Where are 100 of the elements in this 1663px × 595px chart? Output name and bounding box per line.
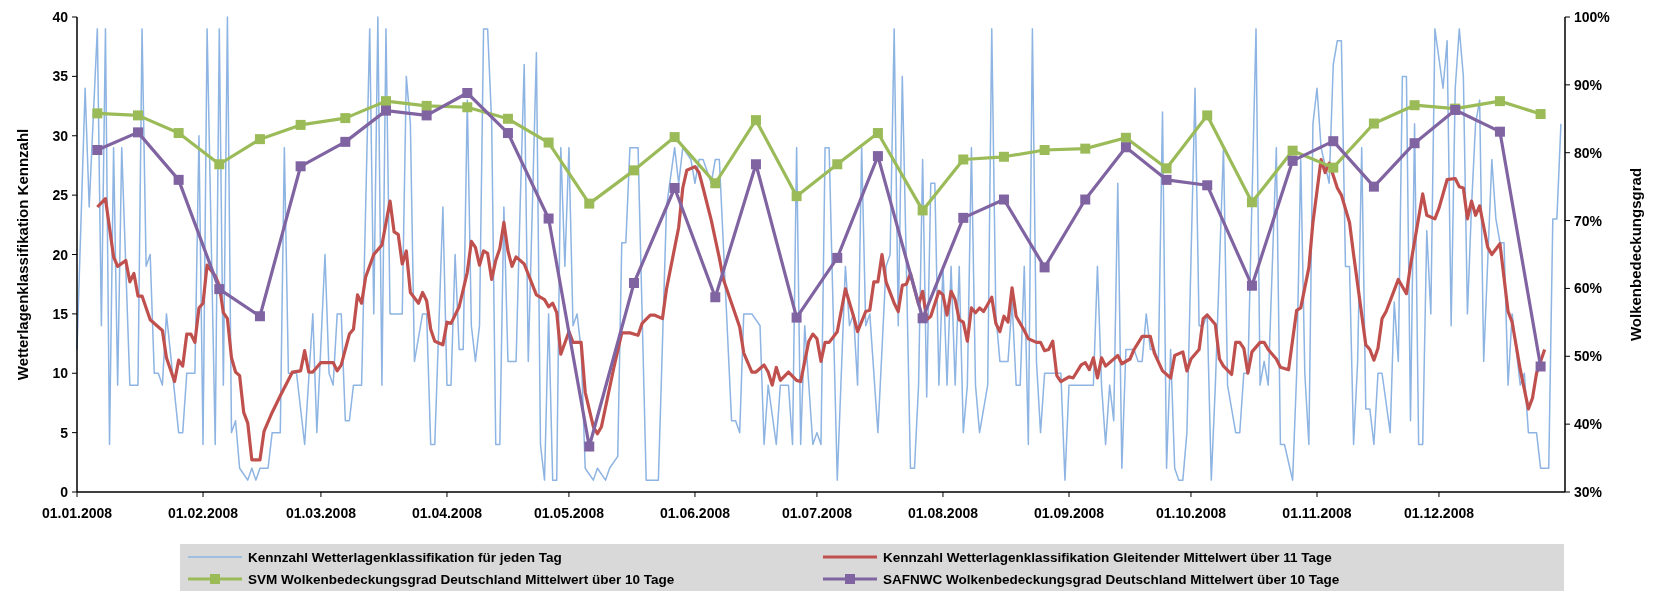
point	[1328, 136, 1339, 147]
point	[543, 213, 554, 224]
point	[998, 151, 1009, 162]
point	[1120, 142, 1131, 153]
point	[872, 128, 883, 139]
point	[421, 110, 432, 121]
point	[462, 102, 473, 113]
y2-tick-label: 50%	[1574, 348, 1603, 365]
point	[1202, 110, 1213, 121]
point	[132, 110, 143, 121]
point	[1080, 194, 1091, 205]
y-tick-label: 40	[52, 9, 69, 25]
point	[1287, 145, 1298, 156]
point	[1328, 162, 1339, 173]
y-tick-label: 35	[52, 68, 69, 85]
x-tick-label: 01.03.2008	[285, 505, 357, 521]
point	[132, 127, 143, 138]
y-tick-label: 25	[52, 187, 69, 204]
point	[832, 252, 843, 263]
y2-tick-label: 40%	[1574, 416, 1603, 433]
point	[340, 113, 351, 124]
x-tick-label: 01.09.2008	[1033, 505, 1105, 521]
point	[917, 205, 928, 216]
point	[791, 191, 802, 202]
point	[340, 136, 351, 147]
point	[1039, 262, 1050, 273]
point	[1368, 118, 1379, 129]
point	[1202, 180, 1213, 191]
point	[214, 284, 225, 295]
point	[832, 159, 843, 170]
point	[295, 161, 306, 172]
point	[1246, 197, 1257, 208]
line-series	[76, 16, 1562, 481]
point	[669, 132, 680, 143]
point	[254, 134, 265, 145]
y2-axis-title: Wolkenbedeckungsgrad	[1627, 167, 1644, 342]
point	[958, 212, 969, 223]
point	[1287, 155, 1298, 166]
point	[710, 292, 721, 303]
x-tick-label: 01.10.2008	[1155, 505, 1227, 521]
x-tick-label: 01.05.2008	[533, 505, 605, 521]
point	[380, 96, 391, 107]
point	[1409, 100, 1420, 111]
point	[791, 312, 802, 323]
point	[1161, 163, 1172, 174]
point	[173, 174, 184, 185]
x-tick-label: 01.08.2008	[907, 505, 979, 521]
point	[1080, 143, 1091, 154]
point	[917, 313, 928, 324]
x-tick-label: 01.01.2008	[41, 505, 113, 521]
point	[1246, 280, 1257, 291]
x-tick-label: 01.06.2008	[659, 505, 731, 521]
point	[214, 159, 225, 170]
point	[1368, 181, 1379, 192]
point	[958, 154, 969, 165]
x-tick-label: 01.12.2008	[1403, 505, 1475, 521]
x-tick-label: 01.02.2008	[167, 505, 239, 521]
point	[295, 119, 306, 130]
point	[173, 128, 184, 139]
point	[380, 105, 391, 116]
point	[92, 145, 103, 155]
legend-label: SVM Wolkenbedeckungsgrad Deutschland Mittelwert über 10 Tage	[248, 572, 675, 587]
y2-tick-label: 60%	[1574, 280, 1603, 297]
point	[584, 441, 595, 452]
point	[1120, 132, 1131, 143]
point	[1494, 126, 1505, 137]
point	[1535, 361, 1546, 372]
y-tick-label: 0	[60, 484, 69, 500]
point	[1409, 138, 1420, 149]
point	[750, 159, 761, 170]
point	[628, 165, 639, 176]
y2-tick-label: 90%	[1574, 76, 1603, 93]
point	[584, 198, 595, 209]
y-tick-label: 20	[52, 246, 69, 263]
point	[872, 151, 883, 162]
point	[1494, 96, 1505, 107]
x-tick-label: 01.04.2008	[411, 505, 483, 521]
point	[502, 113, 513, 124]
legend-label: SAFNWC Wolkenbedeckungsgrad Deutschland Mittelwert über 10 Tage	[883, 572, 1340, 587]
y2-tick-label: 70%	[1574, 212, 1603, 229]
point	[628, 278, 639, 288]
point	[1161, 174, 1172, 185]
legend-label: Kennzahl Wetterlagenklassifikation Gleitender Mittelwert über 11 Tage	[883, 550, 1333, 565]
point	[421, 100, 432, 111]
point	[462, 88, 473, 98]
point	[1039, 145, 1050, 155]
y-tick-label: 30	[52, 127, 69, 144]
legend-label: Kennzahl Wetterlagenklassifikation für jeden Tag	[248, 550, 562, 565]
point	[92, 108, 103, 119]
point	[543, 137, 554, 148]
point	[669, 183, 680, 193]
y-tick-label: 15	[52, 305, 69, 322]
point	[750, 115, 761, 126]
y2-tick-label: 100%	[1574, 9, 1611, 25]
line-series	[95, 157, 1547, 462]
y-tick-label: 5	[60, 424, 69, 441]
y2-tick-label: 80%	[1574, 144, 1603, 161]
point	[998, 194, 1009, 205]
point	[502, 128, 513, 139]
point	[1535, 109, 1546, 120]
